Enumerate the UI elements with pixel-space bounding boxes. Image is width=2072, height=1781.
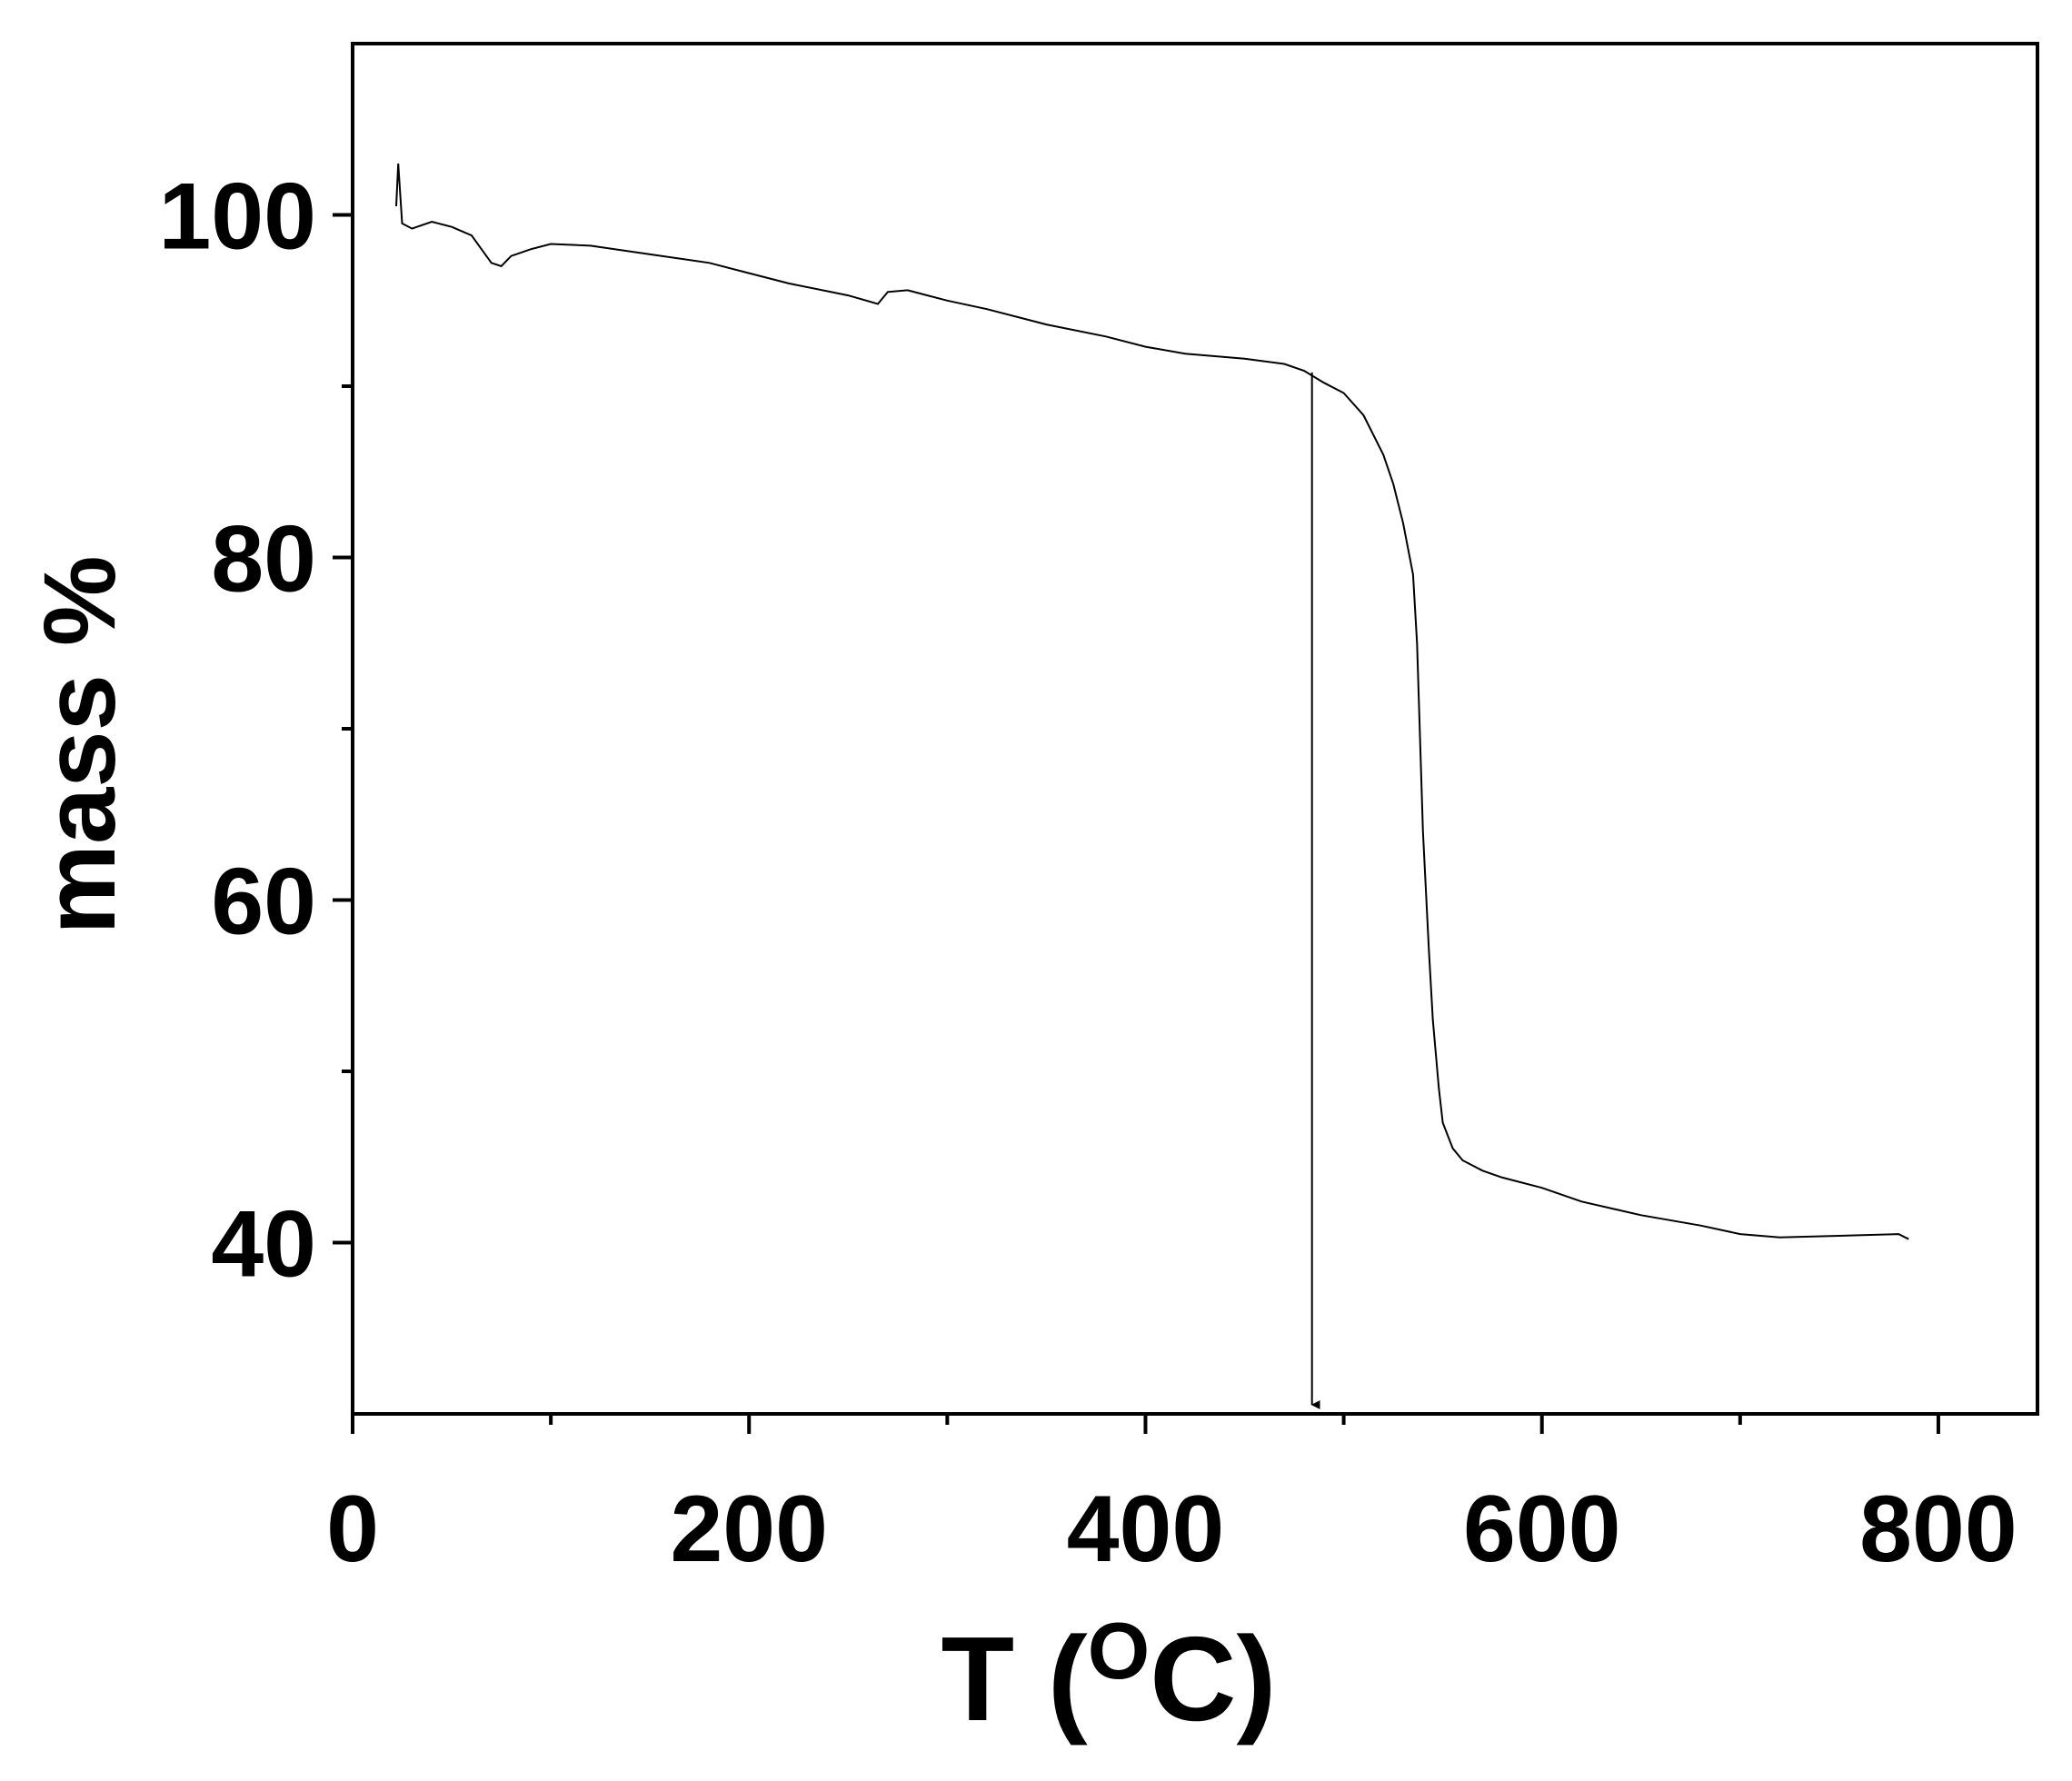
tick-labels: 0 200 400 600 800 40 60 80 100 xyxy=(158,164,2017,1583)
y-tick-label: 40 xyxy=(211,1192,316,1298)
y-tick-label: 60 xyxy=(211,850,316,955)
x-tick-label: 600 xyxy=(1463,1477,1621,1582)
x-tick-label: 800 xyxy=(1859,1477,2017,1582)
x-axis-label: T (OC) xyxy=(941,1606,1276,1746)
y-tick-label: 80 xyxy=(211,507,316,612)
mass-curve xyxy=(395,163,1909,1240)
axis-ticks xyxy=(333,213,1940,1434)
y-axis-label: mass % xyxy=(23,555,136,934)
plot-frame xyxy=(351,42,2039,1416)
x-tick-label: 0 xyxy=(326,1477,379,1582)
x-tick-label: 400 xyxy=(1067,1477,1225,1582)
y-tick-label: 100 xyxy=(158,164,316,270)
x-tick-label: 200 xyxy=(670,1477,828,1582)
